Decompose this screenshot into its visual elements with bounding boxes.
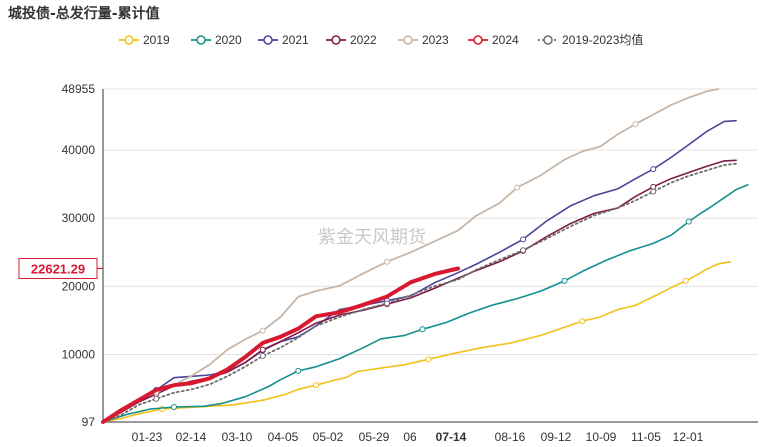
chart-title: 城投债-总发行量-累计值 — [8, 6, 160, 22]
data-point — [632, 121, 639, 128]
data-point — [295, 367, 302, 374]
y-tick-label: 97 — [82, 415, 96, 429]
data-point — [520, 236, 527, 243]
current-value-label: 22621.29 — [18, 257, 103, 279]
data-point — [259, 352, 266, 359]
series-line-2019 — [102, 261, 731, 423]
data-point — [685, 218, 692, 225]
legend-item-2021[interactable]: 2021 — [258, 33, 309, 47]
legend-marker — [124, 35, 134, 45]
data-point — [153, 395, 160, 402]
data-point — [384, 300, 390, 307]
x-tick-label: 10-09 — [586, 430, 617, 444]
series-line-2023 — [102, 88, 720, 423]
series-line-2020 — [102, 184, 749, 423]
x-tick-label: 11-05 — [631, 430, 661, 444]
y-tick-label: 20000 — [62, 279, 96, 293]
value-label-text: 22621.29 — [31, 261, 85, 276]
watermark: 紫金天风期货 — [318, 227, 426, 248]
legend-marker — [403, 35, 413, 45]
legend-label: 2024 — [492, 33, 519, 47]
x-tick-label: 05-29 — [359, 430, 390, 444]
x-tick-label: 05-02 — [313, 430, 344, 444]
data-point — [259, 346, 266, 353]
x-tick-label: 03-10 — [222, 430, 253, 444]
legend-item-2023[interactable]: 2023 — [398, 33, 449, 47]
legend-item-2019[interactable]: 2019 — [119, 33, 170, 47]
x-tick-label: 04-05 — [268, 430, 299, 444]
legend-marker — [473, 35, 483, 45]
legend-label: 2020 — [215, 33, 242, 47]
x-tick-label: 09-12 — [541, 430, 572, 444]
data-point — [650, 166, 657, 173]
series-line-2024 — [101, 266, 460, 424]
series-line-2021 — [102, 119, 737, 423]
chart-axes: 01-23 02-14 03-10 04-05 05-02 05-29 06 07-14 08-… — [102, 89, 758, 444]
data-point — [650, 183, 657, 190]
data-point — [259, 327, 266, 334]
x-tick-label-highlight: 07-14 — [436, 430, 467, 444]
legend-label: 2021 — [282, 33, 309, 47]
data-point — [520, 247, 527, 254]
data-point — [384, 258, 390, 265]
y-tick-label: 10000 — [62, 348, 96, 362]
data-point — [514, 184, 521, 191]
y-tick-label: 40000 — [62, 143, 96, 157]
data-point — [419, 326, 426, 333]
legend-marker — [263, 35, 273, 45]
data-point — [313, 382, 319, 389]
chart-legend: 2019 2020 2021 2022 2023 2024 2019-2023均值 — [119, 32, 643, 47]
data-point — [650, 188, 657, 195]
legend-item-2024[interactable]: 2024 — [468, 33, 519, 47]
x-tick-label: 06 — [403, 430, 417, 444]
legend-label: 2023 — [422, 33, 449, 47]
data-point — [561, 277, 568, 284]
chart-series — [101, 88, 749, 424]
legend-marker — [196, 35, 206, 45]
data-point — [171, 403, 177, 410]
grid-lines: 97 10000 20000 30000 40000 48955 — [62, 82, 758, 429]
x-tick-label: 12-01 — [673, 430, 704, 444]
x-tick-label: 02-14 — [176, 430, 207, 444]
legend-item-2022[interactable]: 2022 — [326, 33, 377, 47]
legend-label: 2019-2023均值 — [562, 32, 643, 47]
data-point — [425, 356, 432, 363]
y-tick-label: 48955 — [62, 82, 96, 96]
y-tick-label: 30000 — [62, 211, 96, 225]
data-point — [682, 277, 689, 284]
legend-label: 2022 — [350, 33, 377, 47]
x-tick-label: 08-16 — [495, 430, 526, 444]
legend-item-2019-2023均值[interactable]: 2019-2023均值 — [538, 32, 643, 47]
x-tick-label: 01-23 — [132, 430, 163, 444]
legend-marker — [331, 35, 341, 45]
legend-label: 2019 — [143, 33, 170, 47]
legend-marker — [543, 35, 553, 45]
legend-item-2020[interactable]: 2020 — [191, 33, 242, 47]
series-line-2019-2023均值 — [102, 162, 737, 423]
data-point — [579, 318, 586, 325]
